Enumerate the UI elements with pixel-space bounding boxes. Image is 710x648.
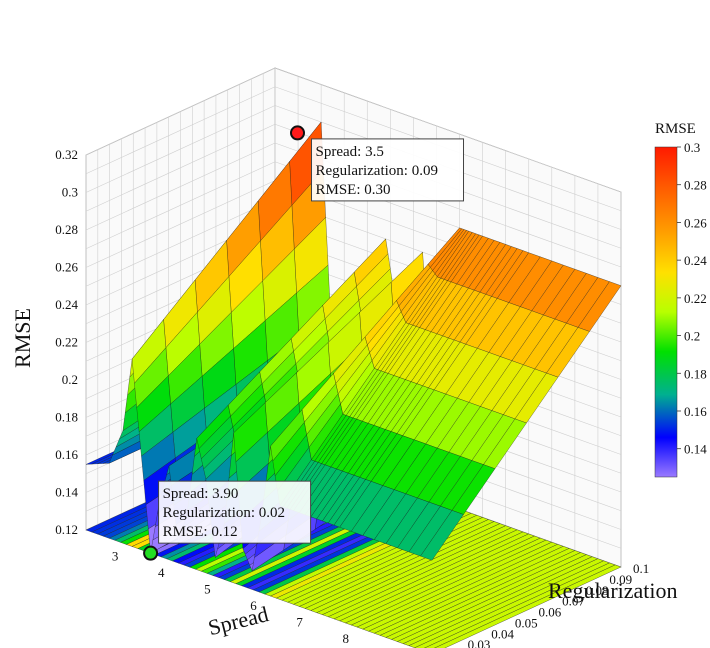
- x-tick-label: 3: [112, 548, 119, 563]
- z-tick-label: 0.18: [55, 410, 78, 425]
- y-tick-label: 0.03: [468, 637, 491, 648]
- y-tick-label: 0.05: [515, 615, 538, 630]
- z-tick-label: 0.2: [62, 372, 78, 387]
- callout-line: Regularization: 0.09: [316, 163, 438, 179]
- y-tick-label: 0.08: [586, 583, 609, 598]
- y-tick-label: 0.09: [609, 572, 632, 587]
- annotations: Spread: 3.5 Regularization: 0.09 RMSE: 0.3…: [143, 125, 465, 561]
- y-tick-label: 0.04: [491, 626, 514, 641]
- x-tick-label: 5: [204, 581, 211, 596]
- z-tick-label: 0.24: [55, 297, 78, 312]
- axis-titles: RMSE Spread Regularization: [10, 308, 678, 640]
- z-tick-label: 0.32: [55, 147, 78, 162]
- colorbar: RMSE 0.3 0.28 0.26 0.24 0.22 0.2 0.18 0.16 0.14: [654, 121, 707, 478]
- colorbar-bar: [654, 146, 678, 478]
- x-tick-label: 7: [296, 614, 303, 629]
- floor-band: [434, 564, 622, 648]
- callout-line: RMSE: 0.30: [316, 182, 391, 198]
- colorbar-tick-label: 0.2: [684, 329, 700, 344]
- x-tick-label: 6: [250, 598, 257, 613]
- grid-line: [274, 67, 622, 193]
- colorbar-tick-label: 0.28: [684, 178, 707, 193]
- colorbar-title: RMSE: [655, 121, 696, 137]
- y-tick-label: 0.1: [633, 561, 649, 576]
- z-axis-title: RMSE: [10, 308, 35, 368]
- z-tick-label: 0.22: [55, 335, 78, 350]
- z-tick-label: 0.26: [55, 260, 78, 275]
- colorbar-tick-label: 0.3: [684, 140, 700, 155]
- z-tick-label: 0.28: [55, 222, 78, 237]
- colorbar-tick-label: 0.26: [684, 215, 707, 230]
- z-tick-label: 0.3: [62, 185, 78, 200]
- axis-ticks: 0.120.140.160.180.20.220.240.260.280.30.…: [55, 147, 649, 648]
- z-tick-label: 0.16: [55, 447, 78, 462]
- z-tick-label: 0.12: [55, 522, 78, 537]
- x-tick-label: 4: [158, 565, 165, 580]
- colorbar-tick-label: 0.18: [684, 366, 707, 381]
- callout-line: Spread: 3.90: [163, 486, 239, 502]
- y-axis-title: Regularization: [548, 578, 678, 603]
- x-axis-title: Spread: [206, 601, 271, 640]
- y-tick-label: 0.07: [562, 594, 585, 609]
- callout-line: Regularization: 0.02: [163, 505, 285, 521]
- colorbar-tick-label: 0.22: [684, 291, 707, 306]
- max-point: [290, 125, 306, 141]
- colorbar-tick-label: 0.24: [684, 253, 707, 268]
- callout-line: RMSE: 0.12: [163, 524, 238, 540]
- x-tick-label: 8: [342, 631, 349, 646]
- min-point: [143, 545, 159, 561]
- colorbar-tick-label: 0.16: [684, 404, 707, 419]
- surface-facet: [420, 510, 464, 561]
- callout-line: Spread: 3.5: [316, 144, 384, 160]
- callout-box: [158, 480, 312, 544]
- y-tick-label: 0.06: [539, 605, 562, 620]
- callout-box: [311, 138, 465, 202]
- colorbar-tick-label: 0.14: [684, 442, 707, 457]
- z-tick-label: 0.14: [55, 485, 78, 500]
